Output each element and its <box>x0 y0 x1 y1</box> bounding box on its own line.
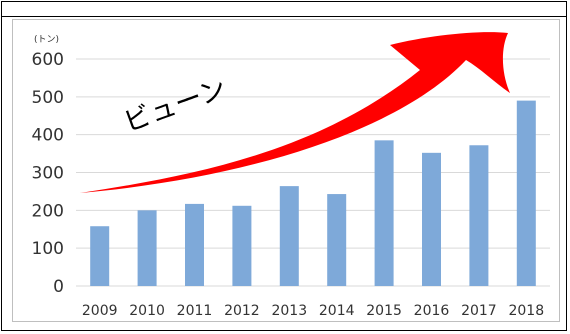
y-tick-label: 600 <box>32 50 64 70</box>
y-tick-label: 100 <box>32 239 64 259</box>
x-tick-label: 2014 <box>319 303 355 319</box>
x-tick-label: 2009 <box>82 303 118 319</box>
y-tick-label: 300 <box>32 164 64 184</box>
annotation-text: ビューン <box>120 73 231 139</box>
x-tick-label: 2018 <box>508 303 544 319</box>
bar-2018 <box>516 100 536 286</box>
y-tick-labels: 0 100 200 300 400 500 600 <box>32 50 64 297</box>
bar-2011 <box>185 203 204 286</box>
y-tick-label: 400 <box>32 126 64 146</box>
x-tick-labels: 2009 2010 2011 2012 2013 2014 2015 2016 2017 2018 <box>82 303 544 319</box>
x-tick-label: 2013 <box>271 303 307 319</box>
x-tick-label: 2016 <box>414 303 450 319</box>
chart-frame <box>12 19 560 322</box>
x-tick-label: 2010 <box>129 303 165 319</box>
x-tick-label: 2015 <box>366 303 402 319</box>
bar-2009 <box>90 226 110 286</box>
y-tick-label: 200 <box>32 201 64 221</box>
trend-arrow <box>80 32 510 194</box>
y-tick-label: 0 <box>53 277 64 297</box>
header-strip <box>1 1 567 17</box>
bars <box>90 100 536 286</box>
trend-arrow-shape <box>80 32 510 194</box>
y-unit-label: (トン) <box>34 35 59 45</box>
x-tick-label: 2011 <box>177 303 213 319</box>
bar-2017 <box>469 145 489 286</box>
x-tick-label: 2017 <box>461 303 497 319</box>
bar-2012 <box>232 205 252 286</box>
x-tick-label: 2012 <box>224 303 260 319</box>
y-tick-label: 500 <box>32 88 64 108</box>
bar-2015 <box>374 140 394 286</box>
bar-2013 <box>279 186 299 286</box>
bar-2014 <box>327 194 347 286</box>
bar-2016 <box>422 152 441 286</box>
bar-2010 <box>137 210 157 286</box>
